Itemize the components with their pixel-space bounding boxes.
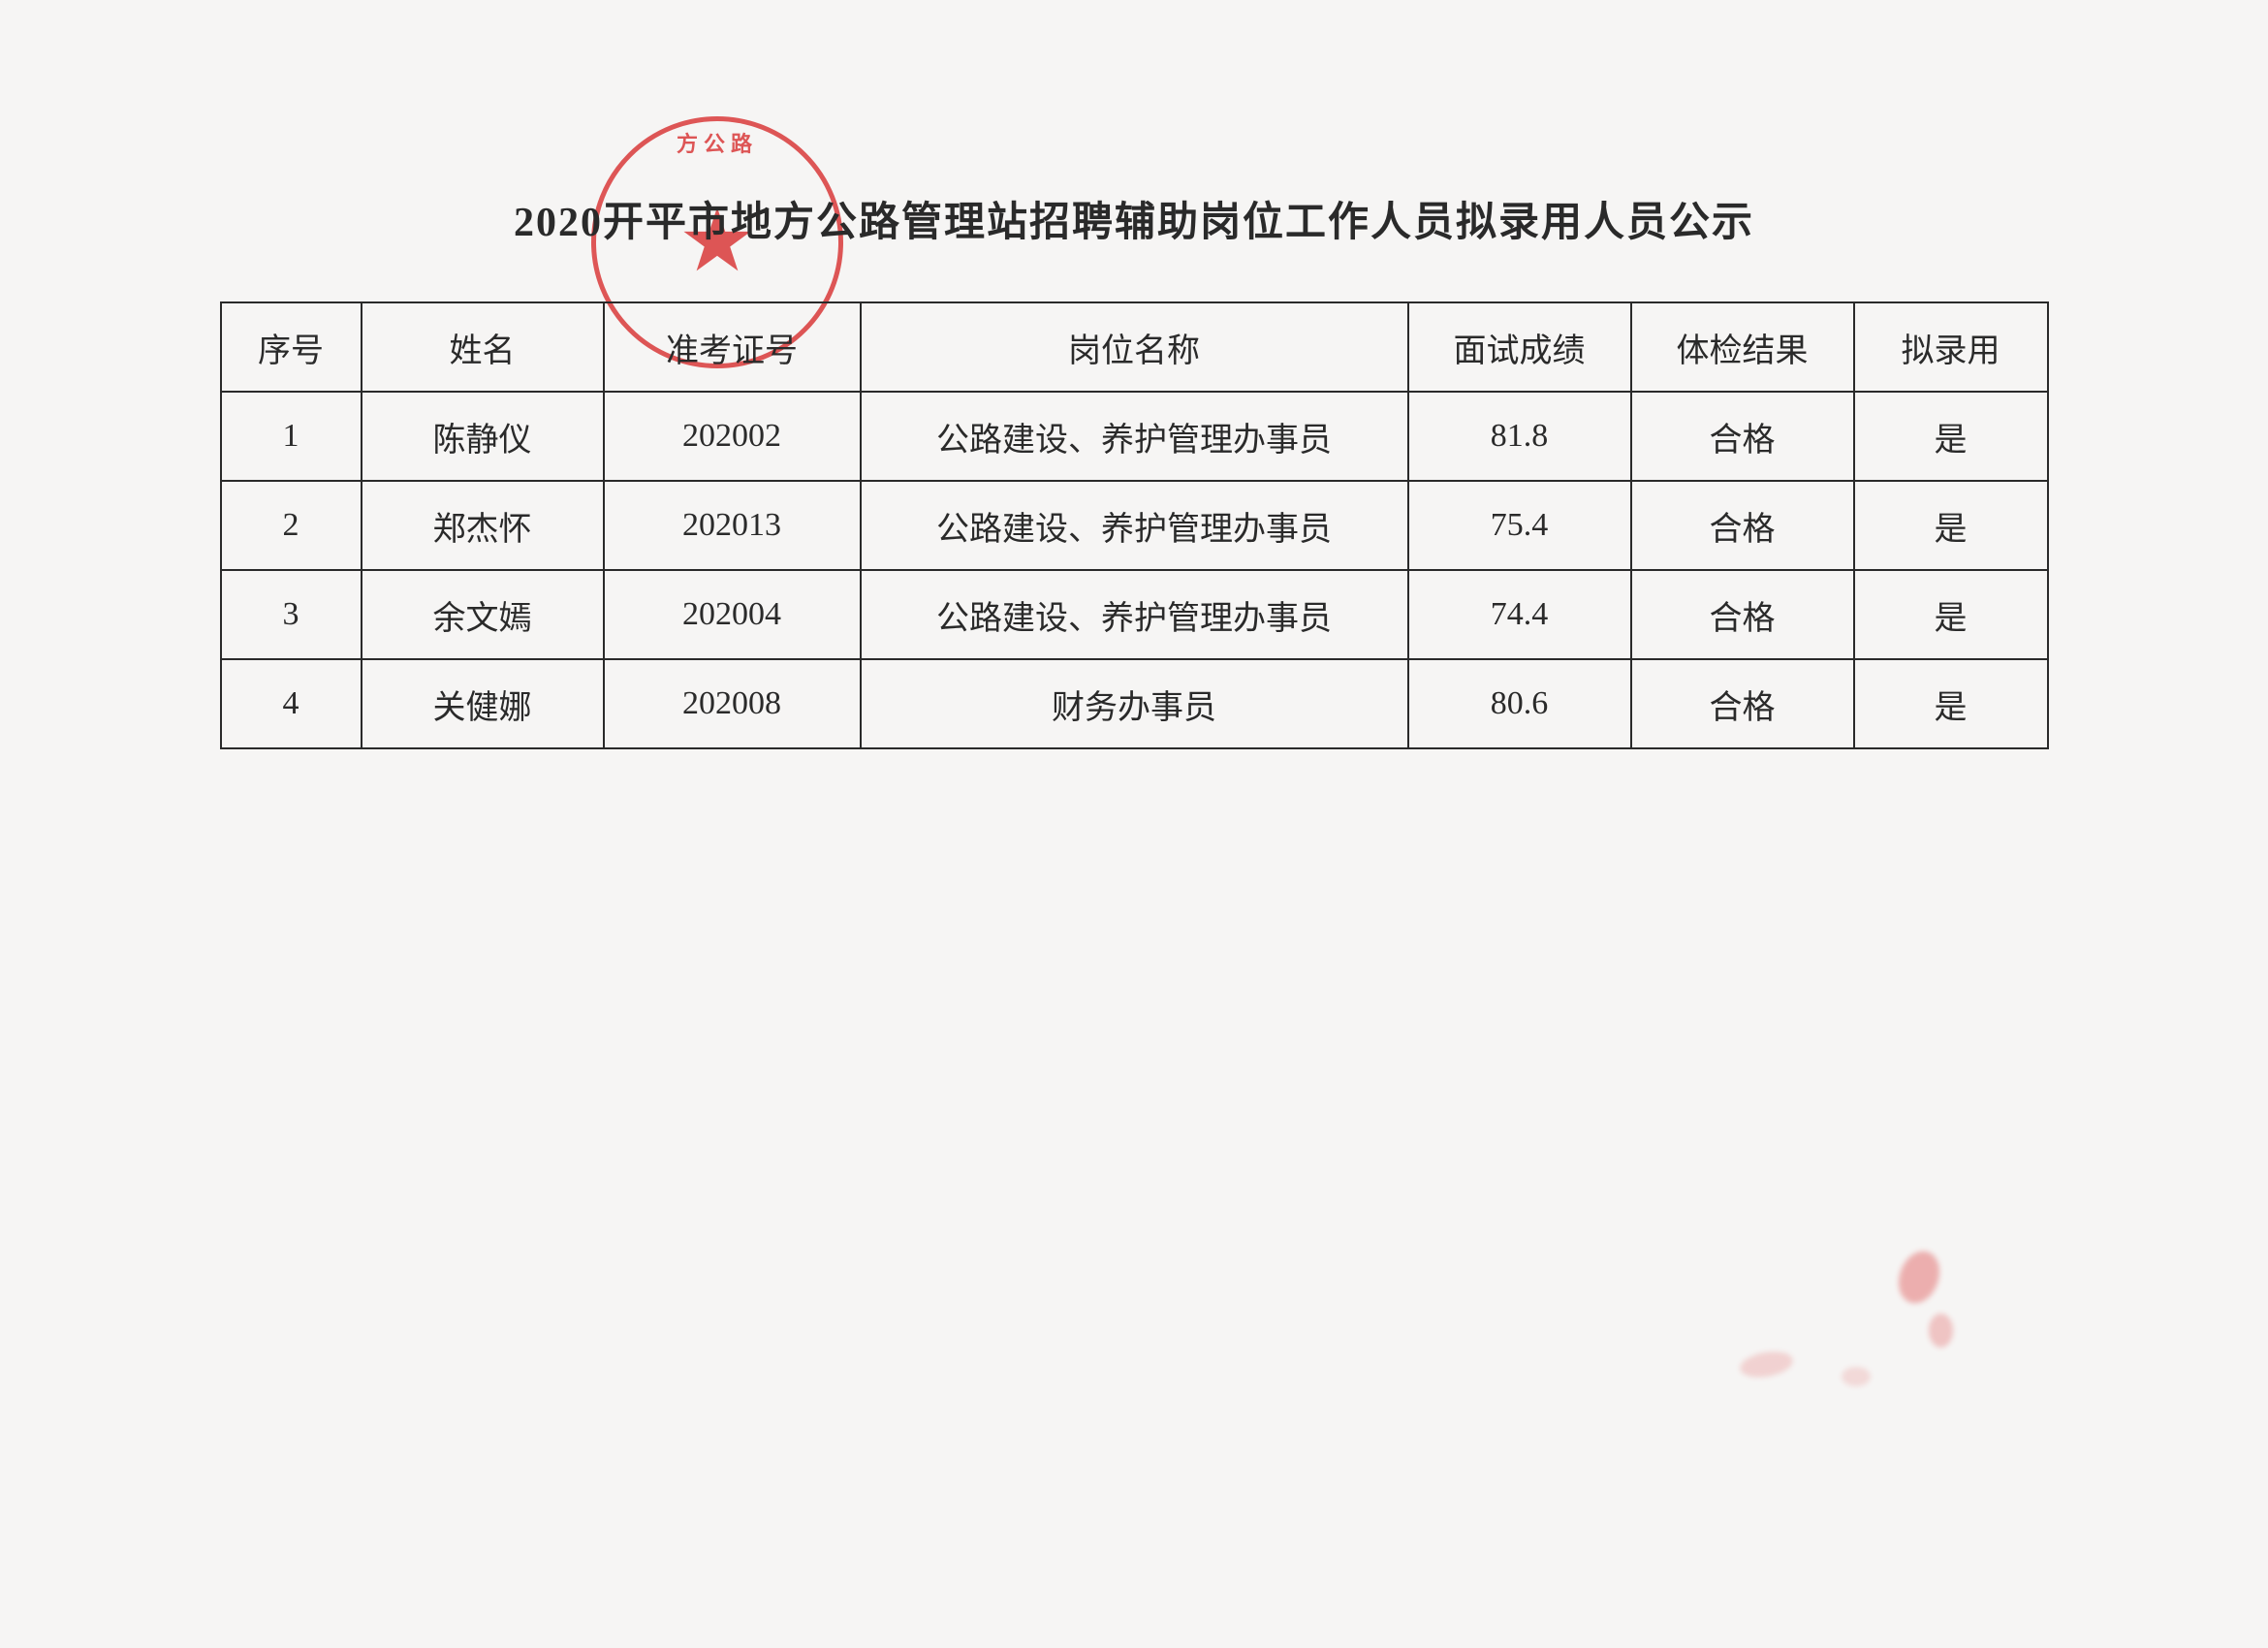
table-row: 3 余文嫣 202004 公路建设、养护管理办事员 74.4 合格 是 bbox=[221, 570, 2048, 659]
table-header-row: 序号 姓名 准考证号 岗位名称 面试成绩 体检结果 拟录用 bbox=[221, 302, 2048, 392]
document-title: 2020开平市地方公路管理站招聘辅助岗位工作人员拟录用人员公示 bbox=[0, 189, 2268, 248]
cell-score: 74.4 bbox=[1408, 570, 1631, 659]
cell-exam: 202004 bbox=[604, 570, 861, 659]
col-header-check: 体检结果 bbox=[1631, 302, 1854, 392]
cell-score: 75.4 bbox=[1408, 481, 1631, 570]
col-header-name: 姓名 bbox=[362, 302, 604, 392]
cell-name: 郑杰怀 bbox=[362, 481, 604, 570]
cell-post: 公路建设、养护管理办事员 bbox=[861, 570, 1408, 659]
cell-index: 2 bbox=[221, 481, 362, 570]
cell-hire: 是 bbox=[1854, 570, 2048, 659]
table-row: 4 关健娜 202008 财务办事员 80.6 合格 是 bbox=[221, 659, 2048, 748]
cell-check: 合格 bbox=[1631, 570, 1854, 659]
cell-score: 81.8 bbox=[1408, 392, 1631, 481]
col-header-hire: 拟录用 bbox=[1854, 302, 2048, 392]
cell-post: 公路建设、养护管理办事员 bbox=[861, 392, 1408, 481]
cell-check: 合格 bbox=[1631, 481, 1854, 570]
cell-post: 财务办事员 bbox=[861, 659, 1408, 748]
cell-index: 4 bbox=[221, 659, 362, 748]
cell-check: 合格 bbox=[1631, 659, 1854, 748]
document-page: 方公路 ★ 2020开平市地方公路管理站招聘辅助岗位工作人员拟录用人员公示 序号… bbox=[0, 0, 2268, 1648]
table-row: 2 郑杰怀 202013 公路建设、养护管理办事员 75.4 合格 是 bbox=[221, 481, 2048, 570]
col-header-index: 序号 bbox=[221, 302, 362, 392]
cell-exam: 202002 bbox=[604, 392, 861, 481]
col-header-exam: 准考证号 bbox=[604, 302, 861, 392]
cell-hire: 是 bbox=[1854, 392, 2048, 481]
table-row: 1 陈静仪 202002 公路建设、养护管理办事员 81.8 合格 是 bbox=[221, 392, 2048, 481]
cell-name: 余文嫣 bbox=[362, 570, 604, 659]
cell-hire: 是 bbox=[1854, 659, 2048, 748]
ink-smudge bbox=[1686, 1241, 1997, 1415]
cell-exam: 202013 bbox=[604, 481, 861, 570]
cell-exam: 202008 bbox=[604, 659, 861, 748]
cell-check: 合格 bbox=[1631, 392, 1854, 481]
cell-index: 3 bbox=[221, 570, 362, 659]
cell-post: 公路建设、养护管理办事员 bbox=[861, 481, 1408, 570]
col-header-post: 岗位名称 bbox=[861, 302, 1408, 392]
cell-name: 陈静仪 bbox=[362, 392, 604, 481]
cell-index: 1 bbox=[221, 392, 362, 481]
cell-score: 80.6 bbox=[1408, 659, 1631, 748]
cell-name: 关健娜 bbox=[362, 659, 604, 748]
col-header-score: 面试成绩 bbox=[1408, 302, 1631, 392]
cell-hire: 是 bbox=[1854, 481, 2048, 570]
candidates-table: 序号 姓名 准考证号 岗位名称 面试成绩 体检结果 拟录用 1 陈静仪 2020… bbox=[220, 301, 2049, 749]
